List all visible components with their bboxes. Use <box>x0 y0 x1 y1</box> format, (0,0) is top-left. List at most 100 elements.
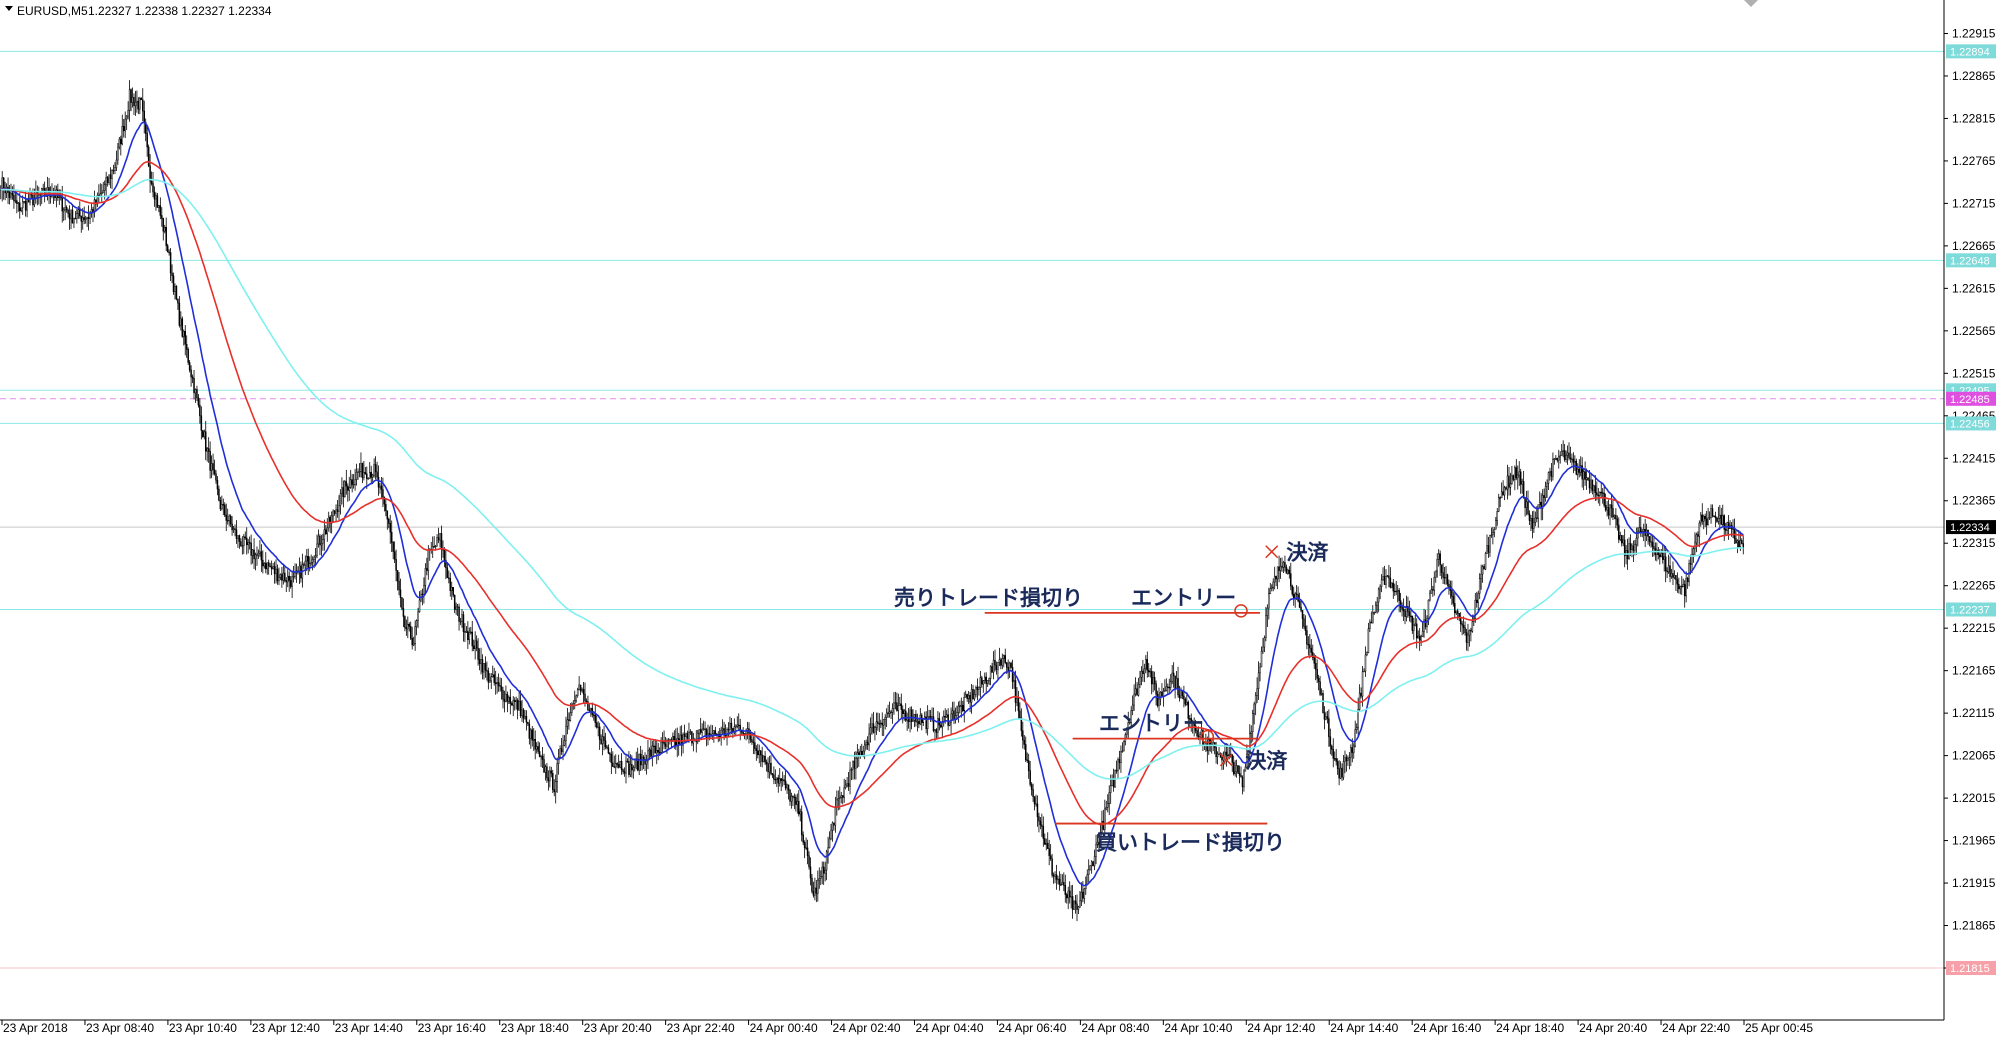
candle-body <box>724 734 727 737</box>
candle-body <box>193 378 195 394</box>
candle-body <box>177 298 179 304</box>
candle-body <box>1678 583 1680 590</box>
candle-body <box>1016 698 1018 703</box>
candle-body <box>1597 494 1600 497</box>
candle-body <box>1189 718 1191 720</box>
candle-body <box>421 593 424 596</box>
candle-body <box>1042 826 1045 839</box>
candle-body <box>1355 727 1358 730</box>
candle-body <box>1218 753 1220 755</box>
candle-body <box>1158 698 1160 706</box>
candle-body <box>672 735 674 741</box>
shift-marker-icon[interactable] <box>1744 0 1758 7</box>
candle-body <box>1533 522 1535 529</box>
candle-body <box>1695 534 1698 544</box>
time-tick-label: 24 Apr 18:40 <box>1496 1021 1564 1035</box>
candle-body <box>1054 874 1056 877</box>
candle-body <box>1456 610 1459 614</box>
collapse-triangle-icon[interactable] <box>5 6 13 11</box>
candle-body <box>1307 643 1310 646</box>
candle-body <box>773 774 775 780</box>
time-tick-label: 24 Apr 02:40 <box>833 1021 901 1035</box>
candle-body <box>754 742 756 749</box>
candle-body <box>647 750 649 762</box>
candle-body <box>373 464 375 476</box>
candle-body <box>1531 518 1534 529</box>
candle-body <box>566 719 569 727</box>
candle-body <box>1380 579 1383 587</box>
candle-body <box>1609 504 1611 516</box>
candle-body <box>1603 492 1605 506</box>
candle-body <box>1133 693 1135 706</box>
time-tick-label: 25 Apr 00:45 <box>1745 1021 1813 1035</box>
candle-body <box>1269 588 1272 594</box>
candle-body <box>1073 900 1075 910</box>
candle-body <box>1389 577 1392 588</box>
candle-body <box>1499 497 1501 499</box>
candle-body <box>642 756 645 760</box>
candle-body <box>1727 522 1730 529</box>
candle-body <box>814 887 816 896</box>
price-tag-label: 1.22894 <box>1950 46 1990 58</box>
candle-body <box>696 732 699 742</box>
candle-body <box>282 572 285 581</box>
candle-body <box>190 369 192 378</box>
candle-body <box>1174 675 1176 690</box>
price-tick-label: 1.22615 <box>1952 281 1996 295</box>
candle-body <box>284 572 286 581</box>
candle-body <box>815 887 818 894</box>
candle-body <box>576 689 579 696</box>
candlestick-series <box>0 80 1745 922</box>
candle-body <box>77 209 80 214</box>
candle-body <box>972 689 974 700</box>
candle-body <box>251 549 254 556</box>
candle-body <box>207 448 210 452</box>
annotation-label-entry-circle: エントリー <box>1099 712 1204 736</box>
candle-body <box>573 700 576 704</box>
candle-body <box>759 750 762 756</box>
candle-body <box>377 476 380 488</box>
time-tick-label: 24 Apr 10:40 <box>1164 1021 1232 1035</box>
candle-body <box>739 725 741 732</box>
candle-body <box>616 763 618 765</box>
candle-body <box>1033 796 1036 805</box>
candle-body <box>155 195 157 200</box>
candle-body <box>502 690 504 700</box>
candle-body <box>1388 575 1390 579</box>
candle-body <box>206 448 208 452</box>
candle-body <box>1319 681 1321 695</box>
price-tick-label: 1.22565 <box>1952 324 1996 338</box>
candle-body <box>1414 623 1417 626</box>
candle-body <box>64 207 66 211</box>
candle-body <box>1483 566 1485 570</box>
candle-body <box>587 701 589 711</box>
candle-body <box>871 723 873 728</box>
candle-body <box>1001 658 1004 666</box>
time-tick-label: 24 Apr 20:40 <box>1579 1021 1647 1035</box>
candle-body <box>105 177 107 185</box>
candle-body <box>1401 606 1403 610</box>
candle-body <box>612 762 614 767</box>
candle-body <box>1698 522 1701 537</box>
candle-body <box>1464 627 1466 634</box>
candle-body <box>276 568 279 582</box>
candle-body <box>1139 676 1141 685</box>
time-tick-label: 24 Apr 14:40 <box>1330 1021 1398 1035</box>
candle-body <box>1620 535 1623 544</box>
price-tick-label: 1.22765 <box>1952 154 1996 168</box>
candle-body <box>16 200 18 204</box>
candle-body <box>1083 888 1086 899</box>
candle-body <box>1497 497 1500 512</box>
candle-body <box>897 705 900 711</box>
candle-body <box>736 724 739 727</box>
time-tick-label: 23 Apr 16:40 <box>418 1021 486 1035</box>
candle-body <box>458 606 460 622</box>
candle-body <box>925 716 927 730</box>
candle-body <box>544 766 547 773</box>
candle-body <box>436 537 438 547</box>
candle-body <box>1216 753 1219 758</box>
candle-body <box>316 543 318 556</box>
